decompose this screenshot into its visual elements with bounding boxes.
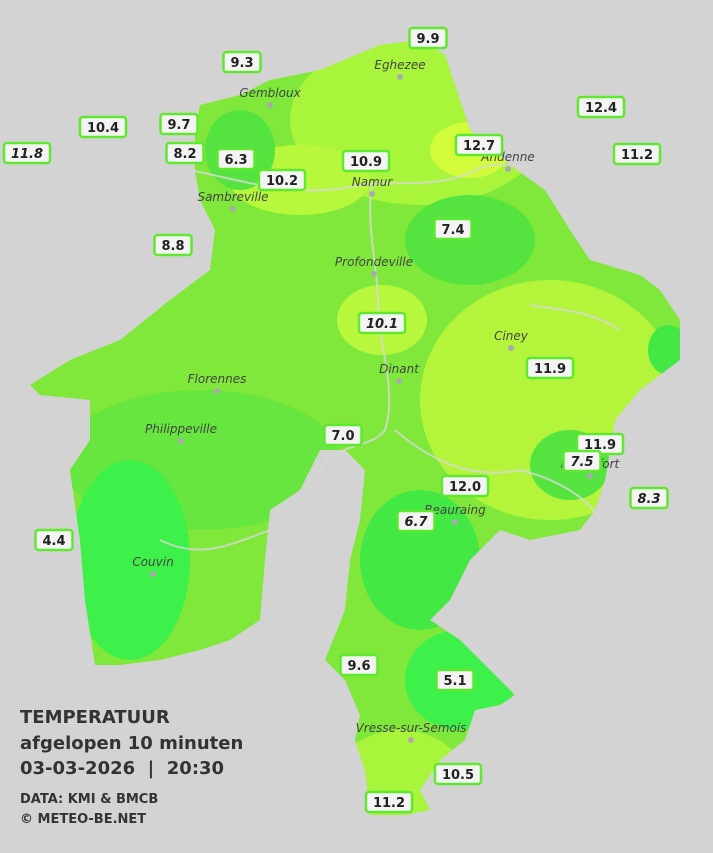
station-value: 9.6 (347, 659, 370, 674)
town-label: Profondeville (335, 255, 413, 269)
station-box (216, 147, 256, 171)
station-box (34, 528, 74, 552)
station-value: 11.9 (584, 438, 616, 453)
town-dot (371, 271, 377, 277)
town-dot (230, 206, 236, 212)
town-dot (508, 345, 514, 351)
station-value: 9.9 (416, 32, 439, 47)
town-label: Beauraing (424, 503, 486, 517)
station-value: 7.4 (441, 223, 464, 238)
station-box (435, 668, 475, 692)
station-box (454, 133, 504, 157)
station-box (576, 95, 626, 119)
rivers (159, 163, 621, 551)
station-value: 9.3 (230, 56, 253, 71)
station-box (257, 168, 307, 192)
town-dot (452, 519, 458, 525)
station-box (341, 149, 391, 173)
town-label: Couvin (132, 555, 173, 569)
station-box (222, 50, 262, 74)
station-value: 8.2 (173, 147, 196, 162)
town-label: Gembloux (239, 86, 301, 100)
town-dot (396, 378, 402, 384)
station-box (165, 141, 205, 165)
station-value: 7.0 (331, 429, 354, 444)
station-box (396, 509, 436, 533)
town-dot (587, 473, 593, 479)
town-label: Sambreville (197, 190, 268, 204)
station-box (339, 653, 379, 677)
station-value: 10.1 (366, 317, 398, 332)
town-dot (214, 388, 220, 394)
station-value: 10.4 (87, 121, 119, 136)
station-value: 7.5 (570, 455, 593, 470)
title: TEMPERATUUR (20, 707, 170, 728)
station-box (78, 115, 128, 139)
town-dot (408, 737, 414, 743)
station-value: 10.2 (266, 174, 298, 189)
station-box (525, 356, 575, 380)
town-dot (178, 438, 184, 444)
datetime: 03-03-2026 | 20:30 (20, 758, 224, 779)
station-value: 8.8 (161, 239, 184, 254)
station-box (562, 449, 602, 473)
station-value: 4.4 (42, 534, 65, 549)
station-box (408, 26, 448, 50)
station-value: 10.9 (350, 155, 382, 170)
town-label: Philippeville (145, 422, 217, 436)
station-box (323, 423, 363, 447)
town-label: Ciney (494, 329, 529, 343)
station-box (2, 141, 52, 165)
town-label: Florennes (188, 372, 247, 386)
station-value: 6.7 (404, 515, 428, 530)
station-value: 5.1 (443, 674, 466, 689)
station-value: 11.2 (373, 796, 405, 811)
station-value: 11.8 (11, 147, 43, 162)
credit: DATA: KMI & BMCB (20, 792, 158, 807)
station-box (153, 233, 193, 257)
town-label: Eghezee (374, 58, 425, 72)
station-value: 6.3 (224, 153, 247, 168)
station-box (159, 112, 199, 136)
town-dot (369, 191, 375, 197)
station-value: 10.5 (442, 768, 474, 783)
station-box (433, 217, 473, 241)
station-value: 11.9 (534, 362, 566, 377)
station-value: 12.0 (449, 480, 481, 495)
town-dot (505, 166, 511, 172)
town-label: Dinant (379, 362, 420, 376)
station-box (357, 311, 407, 335)
town-dot (267, 102, 273, 108)
station-value: 8.3 (637, 492, 660, 507)
station-box (433, 762, 483, 786)
station-box (364, 790, 414, 814)
station-value: 12.4 (585, 101, 617, 116)
station-box (629, 486, 669, 510)
town-label: Namur (352, 175, 394, 189)
town-label: Vresse-sur-Semois (356, 721, 467, 735)
station-value: 11.2 (621, 148, 653, 163)
station-box (612, 142, 662, 166)
subtitle: afgelopen 10 minuten (20, 733, 243, 754)
town-dot (397, 74, 403, 80)
town-dot (150, 571, 156, 577)
station-box (440, 474, 490, 498)
station-value: 12.7 (463, 139, 495, 154)
credit: © METEO-BE.NET (20, 812, 146, 827)
station-value: 9.7 (167, 118, 190, 133)
